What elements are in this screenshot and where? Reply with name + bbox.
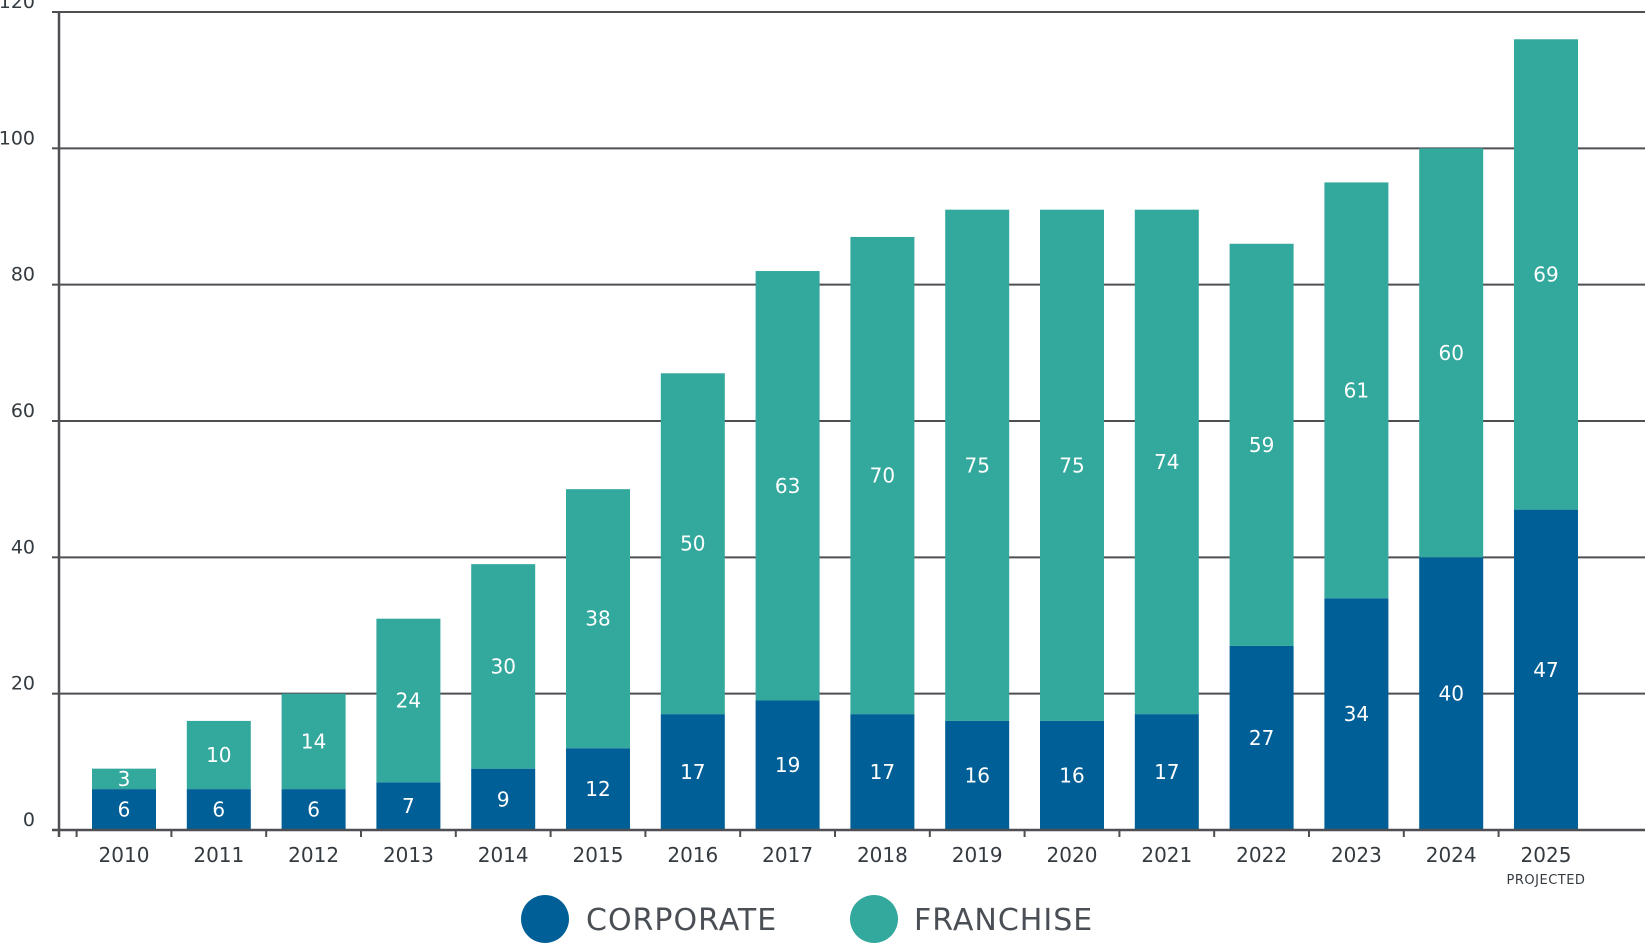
- data-label-corporate-2012: 6: [307, 798, 320, 822]
- x-tick-label-2023: 2023: [1331, 843, 1382, 867]
- y-tick-label-40: 40: [11, 536, 35, 558]
- y-tick-label-0: 0: [23, 809, 35, 831]
- bar-franchise-2024: [1419, 148, 1484, 558]
- data-label-franchise-2023: 61: [1344, 378, 1369, 402]
- x-tick-label-2024: 2024: [1426, 843, 1477, 867]
- data-label-corporate-2017: 19: [775, 753, 800, 777]
- x-tick-label-2025: 2025: [1521, 843, 1572, 867]
- data-label-corporate-2016: 17: [680, 760, 705, 784]
- x-tick-label-2013: 2013: [383, 843, 434, 867]
- bar-franchise-2013: [376, 618, 441, 783]
- legend-swatch-corporate: [521, 895, 569, 943]
- data-label-corporate-2022: 27: [1249, 726, 1274, 750]
- bar-franchise-2025: [1514, 39, 1578, 510]
- bar-corporate-2020: [1040, 720, 1104, 830]
- legend-label-franchise: FRANCHISE: [914, 903, 1093, 938]
- x-tick-label-2014: 2014: [478, 843, 529, 867]
- data-label-corporate-2011: 6: [212, 798, 225, 822]
- data-label-corporate-2023: 34: [1344, 702, 1369, 726]
- data-label-franchise-2022: 59: [1249, 433, 1274, 457]
- bar-corporate-2023: [1324, 598, 1389, 830]
- data-label-franchise-2011: 10: [206, 743, 231, 767]
- data-label-franchise-2017: 63: [775, 474, 800, 498]
- bar-franchise-2021: [1134, 209, 1199, 715]
- data-label-franchise-2018: 70: [870, 464, 895, 488]
- data-label-franchise-2020: 75: [1059, 453, 1084, 477]
- bar-corporate-2025: [1514, 509, 1578, 830]
- x-tick-label-2010: 2010: [99, 843, 150, 867]
- legend-label-corporate: CORPORATE: [586, 903, 777, 938]
- bar-corporate-2013: [376, 782, 441, 830]
- bar-franchise-2022: [1229, 243, 1294, 646]
- bar-franchise-2018: [850, 236, 915, 715]
- bar-corporate-2015: [566, 748, 630, 830]
- bar-franchise-2010: [92, 768, 156, 790]
- data-label-corporate-2013: 7: [402, 794, 415, 818]
- bar-franchise-2012: [281, 693, 346, 790]
- data-label-franchise-2024: 60: [1438, 341, 1463, 365]
- bar-corporate-2010: [92, 789, 156, 830]
- bar-corporate-2016: [660, 714, 725, 830]
- y-tick-label-60: 60: [11, 400, 35, 422]
- bar-franchise-2014: [471, 564, 536, 769]
- x-tick-label-2022: 2022: [1236, 843, 1287, 867]
- bar-franchise-2020: [1040, 209, 1104, 721]
- y-tick-label-100: 100: [0, 127, 35, 149]
- data-label-franchise-2019: 75: [964, 453, 989, 477]
- data-label-corporate-2024: 40: [1438, 682, 1463, 706]
- bar-franchise-2011: [186, 720, 251, 790]
- data-label-corporate-2021: 17: [1154, 760, 1179, 784]
- bar-corporate-2011: [186, 789, 251, 830]
- bar-corporate-2014: [471, 768, 536, 830]
- bar-corporate-2018: [850, 714, 915, 830]
- data-label-franchise-2025: 69: [1533, 262, 1558, 286]
- x-tick-label-2012: 2012: [288, 843, 339, 867]
- y-tick-label-20: 20: [11, 673, 35, 695]
- x-tick-label-2017: 2017: [762, 843, 813, 867]
- x-tick-label-2011: 2011: [193, 843, 244, 867]
- y-tick-label-120: 120: [0, 0, 35, 13]
- bar-corporate-2017: [755, 700, 820, 830]
- data-label-corporate-2015: 12: [585, 777, 610, 801]
- bar-corporate-2022: [1229, 645, 1294, 830]
- data-label-corporate-2014: 9: [497, 787, 510, 811]
- data-label-franchise-2021: 74: [1154, 450, 1179, 474]
- legend-swatch-franchise: [850, 895, 898, 943]
- data-label-corporate-2018: 17: [870, 760, 895, 784]
- bar-corporate-2012: [281, 789, 346, 830]
- data-label-franchise-2014: 30: [490, 654, 515, 678]
- data-label-franchise-2013: 24: [396, 688, 421, 712]
- data-label-franchise-2016: 50: [680, 532, 705, 556]
- bar-corporate-2019: [945, 720, 1010, 830]
- bar-franchise-2015: [566, 489, 630, 749]
- bar-franchise-2023: [1324, 182, 1389, 599]
- x-tick-label-2021: 2021: [1141, 843, 1192, 867]
- data-label-corporate-2025: 47: [1533, 658, 1558, 682]
- bar-franchise-2017: [755, 271, 820, 701]
- data-label-corporate-2019: 16: [964, 763, 989, 787]
- x-tick-label-2016: 2016: [667, 843, 718, 867]
- data-label-franchise-2010: 3: [118, 767, 131, 791]
- x-tick-sublabel-2025: PROJECTED: [1507, 873, 1586, 888]
- x-tick-label-2020: 2020: [1047, 843, 1098, 867]
- x-tick-label-2018: 2018: [857, 843, 908, 867]
- data-label-corporate-2010: 6: [118, 798, 131, 822]
- data-label-franchise-2015: 38: [585, 607, 610, 631]
- x-tick-label-2019: 2019: [952, 843, 1003, 867]
- bar-franchise-2019: [945, 209, 1010, 721]
- y-tick-label-80: 80: [11, 264, 35, 286]
- bar-corporate-2024: [1419, 557, 1484, 830]
- bar-corporate-2021: [1134, 714, 1199, 830]
- data-label-corporate-2020: 16: [1059, 763, 1084, 787]
- bar-franchise-2016: [660, 373, 725, 715]
- data-label-franchise-2012: 14: [301, 729, 326, 753]
- x-tick-label-2015: 2015: [573, 843, 624, 867]
